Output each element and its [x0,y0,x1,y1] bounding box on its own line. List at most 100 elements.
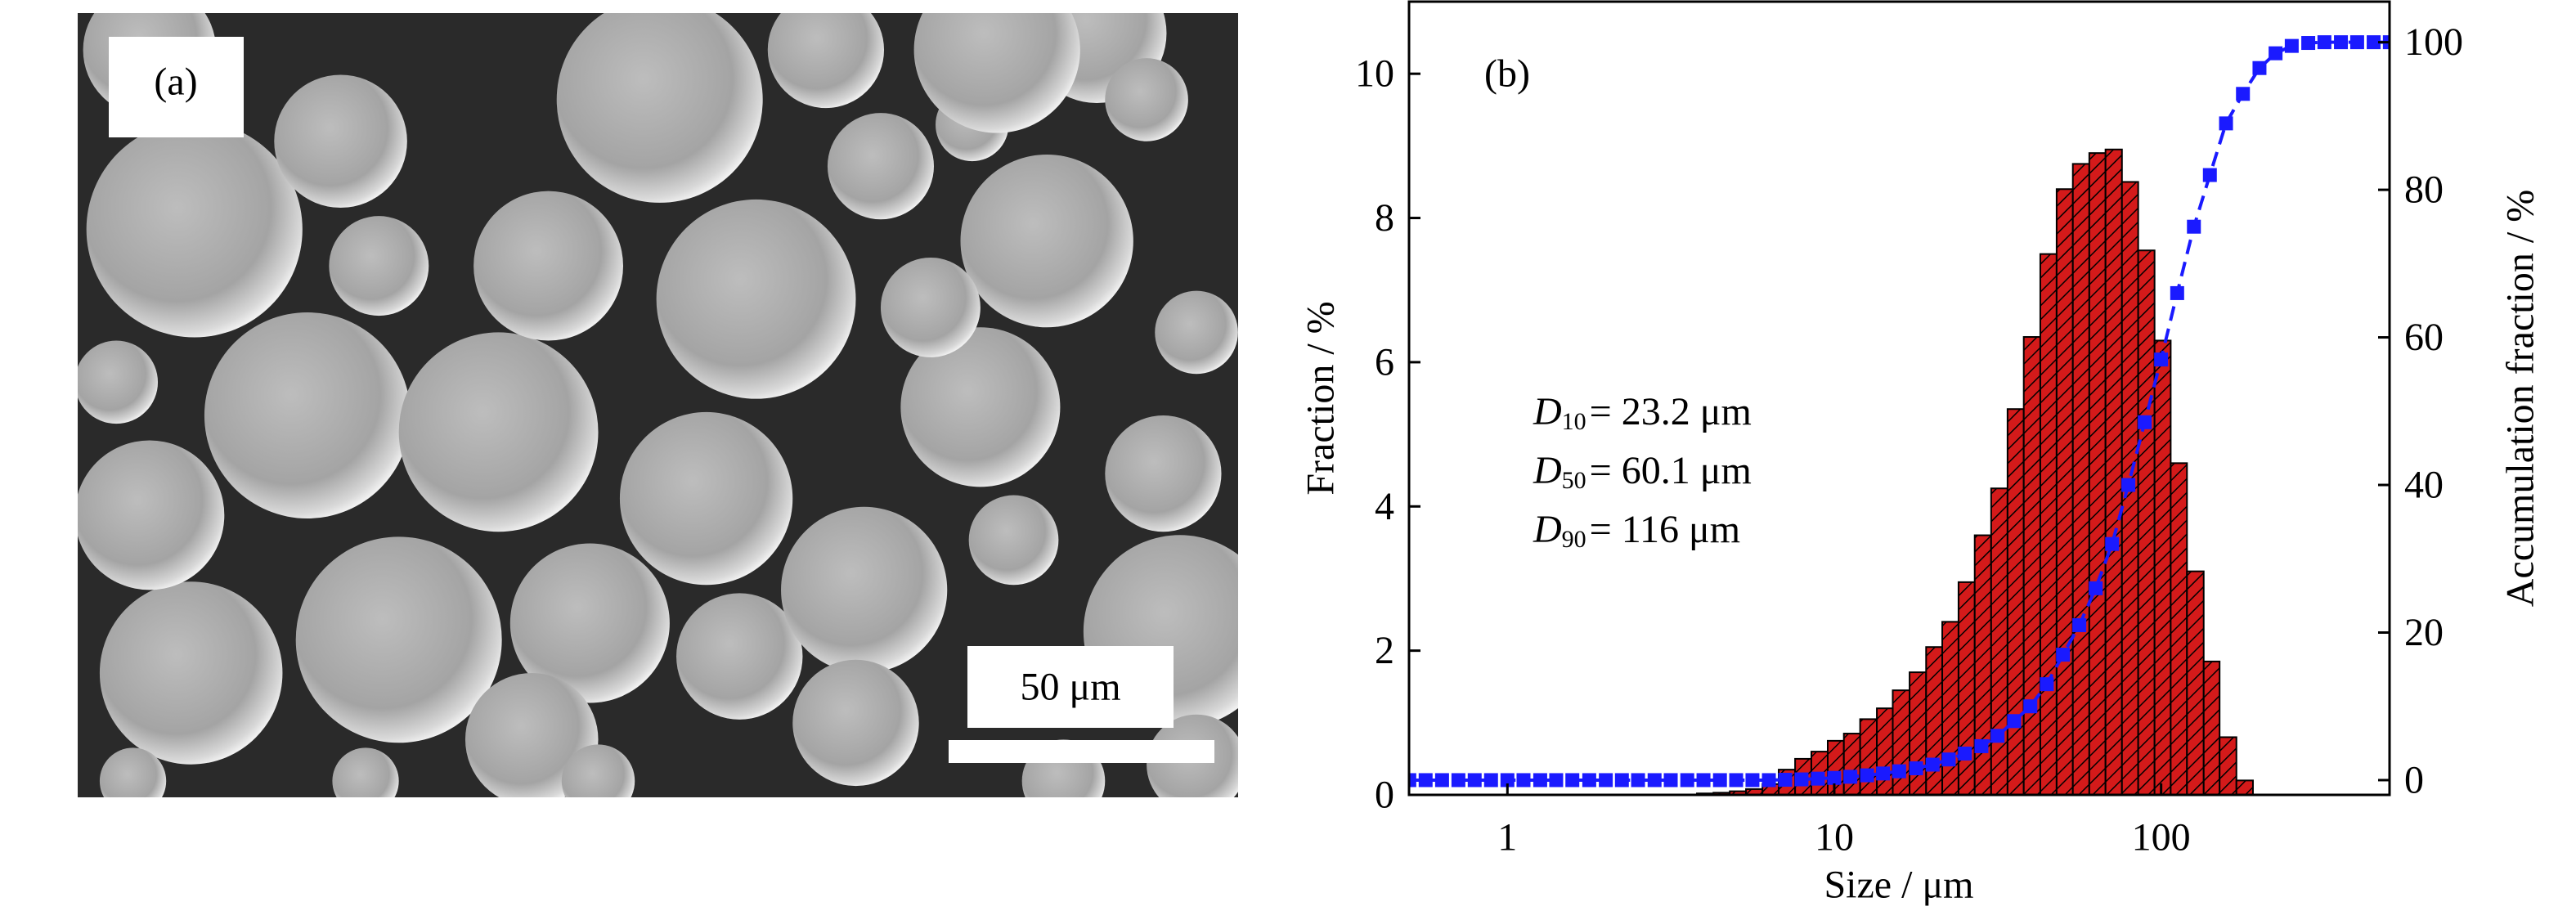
cumulative-marker [1892,764,1906,779]
plot-frame [1407,0,2391,797]
annotation: D50= 60.1 μm [1533,449,1752,494]
cumulative-marker [2252,61,2267,75]
cumulative-marker [1941,752,1956,767]
particle [295,536,502,743]
particle [900,327,1061,487]
cumulative-marker [1909,761,1923,776]
cumulative-marker [2236,87,2251,101]
cumulative-marker [1631,773,1645,788]
y-tick-label: 2 [1375,629,1394,672]
y2-tick-label: 100 [2404,20,2463,64]
y-tick-label: 0 [1375,774,1394,817]
cumulative-marker [1876,766,1891,781]
particle [960,154,1133,328]
panel-label: (a) [154,61,197,104]
micrograph [78,13,1238,797]
particle [329,216,429,316]
cumulative-marker [1696,773,1711,788]
cumulative-marker [1467,773,1482,788]
y2-tick-label: 0 [2404,758,2424,801]
particle [827,113,934,220]
particle [86,121,303,338]
annotation-text: = 60.1 μm [1590,449,1752,492]
cumulative-marker [2187,219,2201,234]
cumulative-marker [1533,773,1547,788]
annotation-subscript: 90 [1562,526,1586,553]
panel-label: (b) [1484,52,1530,96]
cumulative-marker [2202,168,2217,182]
cumulative-marker [1483,773,1498,788]
particle [913,13,1080,133]
particle [968,495,1059,586]
particle [767,13,885,109]
cumulative-marker [2138,415,2152,429]
cumulative-marker [1827,770,1842,785]
particle [332,747,399,797]
y-axis-label: Fraction / % [1299,301,1343,495]
cumulative-marker [1409,773,1416,788]
bar [1876,707,1894,795]
bar [2055,188,2074,795]
bar [1973,534,1992,795]
bar [1842,733,1861,795]
particle [880,257,981,357]
bar [1925,646,1944,795]
cumulative-marker [1811,771,1825,786]
bar [2071,163,2090,795]
annotation-symbol: D [1533,508,1562,551]
cumulative-marker [2284,38,2299,53]
particle [78,340,159,424]
scale-bar-label: 50 μm [1020,666,1120,709]
cumulative-marker [2301,36,2316,51]
cumulative-marker [2269,46,2283,61]
cumulative-marker [2154,352,2169,367]
cumulative-marker [1647,773,1662,788]
cumulative-marker [2317,35,2331,50]
y2-tick-label: 80 [2404,168,2444,212]
bar [1859,718,1878,795]
particle [656,199,856,399]
y2-tick-label: 20 [2404,611,2444,654]
bar [2022,336,2041,795]
cumulative-marker [2349,35,2364,50]
particle [78,440,225,590]
y-tick-label: 8 [1375,196,1394,240]
y2-tick-label: 60 [2404,316,2444,359]
annotation-text: = 116 μm [1590,508,1740,551]
scale-bar [949,740,1214,763]
bar [2219,736,2237,795]
x-tick-label: 1 [1497,816,1517,859]
bar [2153,339,2172,795]
annotation: D90= 116 μm [1533,508,1740,553]
cumulative-marker [1582,773,1596,788]
bar [1826,739,1845,795]
cumulative-marker [2056,648,2071,662]
cumulative-marker [1794,772,1809,787]
cumulative-marker [1729,773,1744,788]
particle [619,411,793,586]
bar [1892,689,1911,795]
particle [1147,714,1238,797]
bar [2170,462,2188,795]
bar [1909,671,1928,795]
particle [398,332,599,532]
cumulative-marker [2023,699,2038,714]
bar [2039,253,2058,795]
annotation-symbol: D [1533,390,1562,433]
bar [2186,570,2205,795]
cumulative-marker [1761,773,1776,788]
cumulative-marker [1549,773,1564,788]
annotation-symbol: D [1533,449,1562,492]
particle [204,312,411,518]
x-tick-label: 100 [2132,816,2191,859]
cumulative-marker [1599,773,1613,788]
particle [1155,290,1238,375]
particle [274,74,407,208]
cumulative-marker [2367,35,2381,50]
particle [1105,58,1188,141]
cumulative-marker [1451,773,1465,788]
cumulative-marker [1745,773,1760,788]
cumulative-marker [1614,773,1629,788]
y2-tick-label: 40 [2404,464,2444,507]
